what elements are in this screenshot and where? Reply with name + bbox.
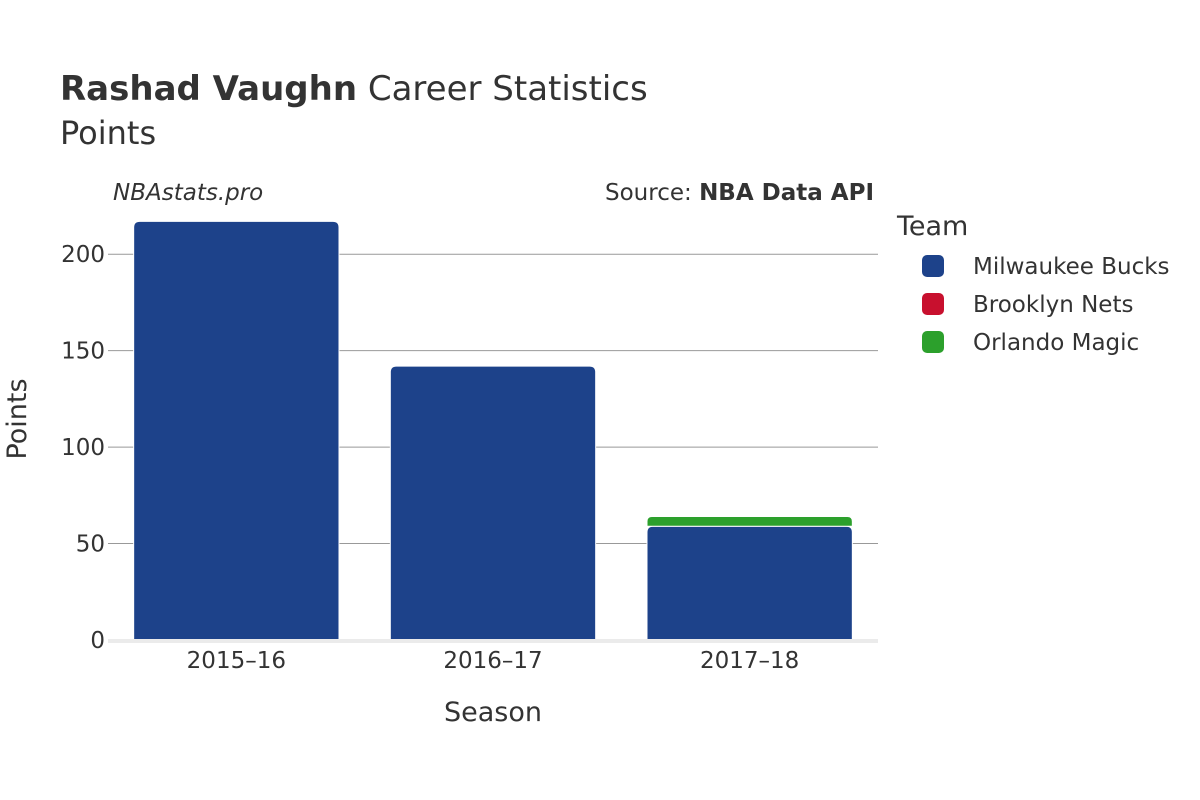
legend-swatch-milwaukee-bucks [922,255,944,277]
legend-swatch-orlando-magic [922,331,944,353]
x-axis-title: Season [444,697,542,728]
bar-2015-16-milwaukee-bucks [133,220,340,641]
title-rest: Career Statistics [357,69,648,109]
legend: Team Milwaukee Bucks Brooklyn Nets Orlando… [896,211,1170,356]
source-prefix: Source: [605,180,699,206]
y-tick-label-50: 50 [76,532,105,558]
x-tick-label-2016-17: 2016–17 [443,648,542,674]
bar-2017-18-orlando-magic [646,516,853,527]
legend-label-brooklyn-nets: Brooklyn Nets [973,292,1133,318]
axes: 0 50 100 150 200 2015–16 2016–17 2017–18 [61,242,878,674]
chart-subtitle: Points [60,114,156,152]
legend-title: Team [896,211,968,242]
source-credit: Source: NBA Data API [605,180,874,206]
y-tick-label-100: 100 [61,435,105,461]
y-tick-label-200: 200 [61,242,105,268]
legend-label-orlando-magic: Orlando Magic [973,330,1139,356]
legend-swatch-brooklyn-nets [922,293,944,315]
y-tick-label-150: 150 [61,339,105,365]
bar-2017-18-milwaukee-bucks [646,525,853,641]
y-axis-title: Points [2,378,33,459]
chart-title: Rashad Vaughn Career Statistics [60,69,648,109]
y-tick-label-0: 0 [90,628,105,654]
bars [133,220,853,641]
watermark: NBAstats.pro [113,180,263,206]
x-tick-label-2017-18: 2017–18 [700,648,799,674]
legend-label-milwaukee-bucks: Milwaukee Bucks [973,254,1170,280]
source-name: NBA Data API [699,180,874,206]
x-tick-label-2015-16: 2015–16 [187,648,286,674]
title-player-name: Rashad Vaughn [60,69,357,109]
bar-2016-17-milwaukee-bucks [389,365,597,641]
